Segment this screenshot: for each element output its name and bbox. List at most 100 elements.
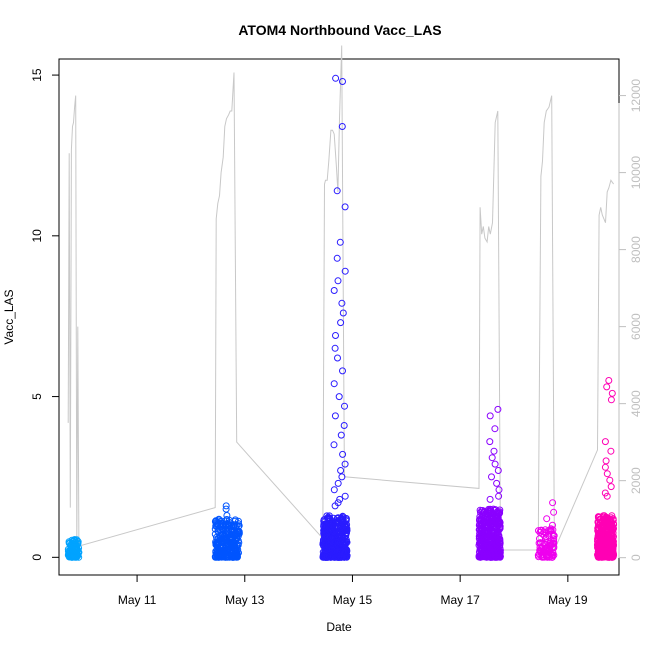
data-point	[337, 539, 345, 547]
data-point	[480, 523, 488, 531]
y-tick-label: 15	[30, 68, 44, 82]
data-point	[215, 516, 223, 524]
y2-tick-label: 6000	[629, 313, 643, 340]
data-point	[490, 447, 498, 455]
data-point	[493, 479, 501, 487]
data-point	[214, 553, 222, 561]
data-point	[601, 463, 609, 471]
data-point	[341, 267, 349, 275]
data-point	[607, 536, 614, 543]
data-point	[69, 550, 77, 558]
secondary-trace-line	[67, 45, 615, 551]
data-point	[491, 425, 499, 433]
data-point	[341, 203, 349, 211]
x-axis-label: Date	[326, 620, 352, 634]
x-tick-label: May 11	[118, 593, 157, 607]
data-point	[235, 517, 242, 525]
data-point	[484, 522, 491, 530]
data-point	[320, 528, 328, 536]
data-point	[549, 499, 557, 507]
data-point	[494, 467, 502, 474]
series-group	[534, 499, 558, 561]
data-point	[487, 537, 495, 545]
y2-tick-label: 8000	[629, 236, 643, 263]
data-point	[597, 540, 605, 548]
data-point	[594, 553, 602, 561]
data-point	[334, 354, 341, 362]
data-point	[607, 396, 615, 404]
data-point	[342, 523, 350, 531]
data-point	[221, 521, 229, 528]
data-point	[341, 402, 348, 410]
data-point	[337, 431, 345, 439]
y-axis-label: Vacc_LAS	[2, 289, 16, 344]
data-point	[602, 545, 610, 553]
data-point	[326, 552, 334, 560]
data-point	[74, 552, 82, 560]
data-point	[494, 405, 502, 413]
y-tick-label: 10	[30, 229, 44, 243]
data-point	[496, 524, 504, 532]
data-point	[486, 412, 494, 420]
data-point	[486, 515, 494, 523]
data-point	[223, 512, 231, 519]
data-point	[492, 531, 500, 539]
data-point	[476, 537, 484, 545]
data-point	[603, 514, 611, 522]
data-point	[334, 277, 342, 285]
series-group	[64, 536, 83, 561]
data-point	[339, 450, 347, 458]
x-tick-label: May 13	[225, 593, 265, 607]
data-point	[335, 517, 343, 524]
data-point	[606, 476, 614, 484]
data-point	[212, 522, 220, 530]
data-point	[487, 523, 495, 531]
data-point	[332, 332, 339, 339]
data-point	[538, 545, 545, 553]
data-point	[488, 473, 495, 481]
data-point	[594, 513, 602, 521]
data-point	[222, 502, 230, 510]
data-point	[491, 460, 499, 468]
data-point	[321, 553, 329, 561]
data-point	[342, 527, 349, 534]
data-point	[341, 549, 349, 557]
data-point	[75, 553, 83, 561]
y2-axis-ticks: 0 2000 4000 6000 8000 10000 12000	[619, 79, 643, 561]
data-point	[603, 470, 611, 478]
data-point	[550, 551, 558, 559]
data-point	[214, 543, 222, 551]
data-point	[477, 517, 485, 525]
y2-tick-label: 10000	[629, 156, 643, 190]
data-point	[600, 526, 608, 534]
data-point	[342, 536, 350, 544]
x-tick-label: May 15	[333, 593, 373, 607]
data-point	[601, 438, 609, 446]
data-point	[330, 287, 338, 294]
data-point	[228, 522, 236, 530]
data-point	[325, 512, 333, 520]
data-point	[481, 543, 488, 551]
y2-tick-label: 4000	[629, 390, 643, 417]
data-point	[594, 518, 602, 526]
data-point	[550, 543, 558, 551]
data-point	[337, 319, 345, 327]
data-point	[494, 539, 501, 547]
data-point	[220, 525, 227, 533]
data-point	[486, 495, 494, 503]
series-group	[319, 74, 351, 561]
data-point	[218, 549, 226, 557]
x-tick-label: May 19	[548, 593, 588, 607]
data-point	[544, 527, 552, 535]
data-point	[546, 539, 554, 547]
data-point	[339, 309, 347, 317]
data-point	[489, 533, 497, 541]
data-point	[212, 517, 220, 525]
data-points	[64, 74, 618, 561]
data-point	[338, 473, 346, 481]
data-point	[609, 516, 617, 524]
data-point	[333, 254, 341, 262]
data-point	[331, 531, 339, 539]
data-point	[550, 532, 558, 540]
data-point	[610, 525, 617, 533]
